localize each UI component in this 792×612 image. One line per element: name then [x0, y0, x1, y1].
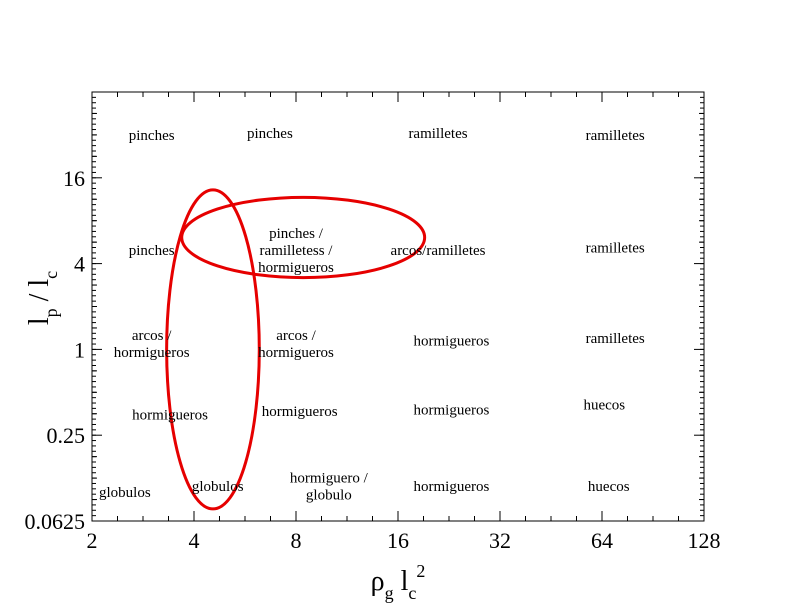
regime-label-line: arcos/ramilletes [391, 243, 486, 259]
regime-label: hormigueros [262, 404, 338, 420]
regime-label-line: huecos [588, 479, 630, 495]
regime-label-line: pinches [129, 243, 175, 259]
regime-label-line: ramilletes [586, 128, 645, 144]
regime-label-line: hormigueros [413, 334, 489, 350]
y-tick-label: 0.25 [47, 423, 86, 448]
regime-label: pinches [129, 243, 175, 259]
regime-label-line: hormigueros [413, 479, 489, 495]
y-tick-label: 4 [74, 252, 85, 277]
y-tick-label: 0.0625 [25, 509, 86, 534]
regime-label: hormigueros [413, 334, 489, 350]
x-tick-label: 2 [87, 528, 98, 553]
regime-label: globulos [99, 485, 151, 501]
x-tick-label: 128 [688, 528, 721, 553]
regime-label-line: arcos / [132, 328, 172, 344]
regime-label: arcos / hormigueros [114, 328, 190, 361]
regime-label-line: pinches [129, 128, 175, 144]
regime-label: arcos/ramilletes [391, 243, 486, 259]
regime-label-line: huecos [583, 398, 625, 414]
regime-label: pinches / ramilletess / hormigueros [258, 226, 334, 276]
y-tick-label: 16 [63, 166, 85, 191]
regime-label-line: ramilletes [586, 240, 645, 256]
regime-label-line: pinches / [269, 226, 324, 242]
regime-label-line: ramilletes [586, 331, 645, 347]
y-axis-label-base: l [24, 317, 55, 325]
regime-label-line: arcos / [276, 328, 316, 344]
regime-label: hormiguero / globulo [290, 471, 369, 504]
plot-frame [91, 91, 705, 522]
regime-label: arcos / hormigueros [258, 328, 334, 361]
regime-label: ramilletes [586, 128, 645, 144]
regime-label-line: globulo [306, 488, 352, 504]
x-axis-label-sub2: c [408, 583, 416, 603]
y-axis-label-mid: / l [24, 279, 55, 309]
regime-label: pinches [129, 128, 175, 144]
tick-labels: 2 4 8 16 32 64 128 0.0625 0.25 1 4 16 [25, 166, 721, 553]
regime-label: globulos [192, 479, 244, 495]
highlight-ellipse [180, 195, 427, 280]
x-tick-label: 8 [291, 528, 302, 553]
regime-label: ramilletes [586, 331, 645, 347]
regime-label-line: ramilletess / [260, 243, 334, 259]
x-axis-label: ρg lc2 [371, 561, 426, 603]
axis-ticks [91, 92, 705, 522]
regime-label: ramilletes [408, 126, 467, 142]
x-tick-label: 64 [591, 528, 613, 553]
x-axis-label-mid: l [394, 566, 409, 597]
x-tick-label: 4 [189, 528, 200, 553]
x-axis-label-sup: 2 [416, 561, 425, 581]
regime-label: huecos [588, 479, 630, 495]
regime-label-line: hormigueros [132, 407, 208, 423]
highlight-ellipses [165, 188, 427, 511]
regime-label-line: ramilletes [408, 126, 467, 142]
regime-label-line: hormigueros [262, 404, 338, 420]
y-tick-label: 1 [74, 337, 85, 362]
regime-label-line: hormigueros [413, 402, 489, 418]
annotations: pinches pinches ramilletes ramilletes pinche… [99, 126, 645, 504]
x-axis-label-sub1: g [385, 583, 394, 603]
x-tick-label: 16 [387, 528, 409, 553]
y-axis-label-sub1: p [41, 308, 61, 317]
highlight-ellipse [165, 188, 261, 511]
regime-label-line: globulos [99, 485, 151, 501]
regime-label: ramilletes [586, 240, 645, 256]
y-axis-label: lp / lc [24, 271, 61, 325]
regime-label: hormigueros [132, 407, 208, 423]
y-axis-label-sub2: c [41, 271, 61, 279]
regime-label: huecos [583, 398, 625, 414]
x-axis-label-base: ρ [371, 566, 385, 597]
regime-label: pinches [247, 126, 293, 142]
regime-label: hormigueros [413, 479, 489, 495]
regime-label-line: pinches [247, 126, 293, 142]
regime-label-line: hormigueros [114, 345, 190, 361]
regime-label-line: hormigueros [258, 260, 334, 276]
x-tick-label: 32 [489, 528, 511, 553]
regime-label-line: globulos [192, 479, 244, 495]
regime-label: hormigueros [413, 402, 489, 418]
regime-label-line: hormiguero / [290, 471, 369, 487]
regime-label-line: hormigueros [258, 345, 334, 361]
